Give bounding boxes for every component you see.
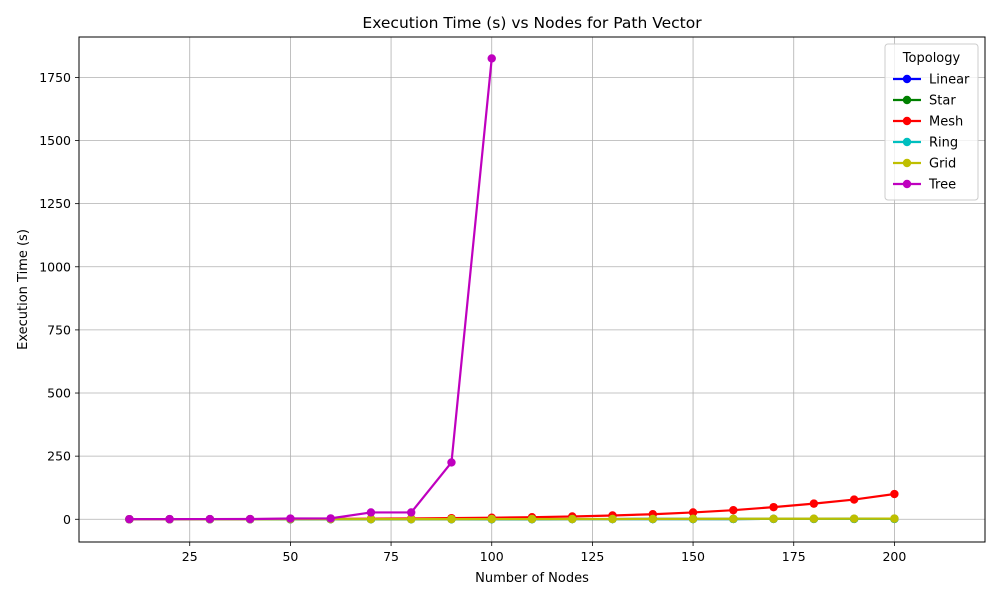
legend-item-linear: Linear [893,73,970,88]
x-tick-label: 25 [182,549,198,564]
data-point [326,514,335,523]
data-point [366,508,376,517]
axis-ticks: 25 50 75 100 125 150 175 200 0 250 500 750 1000 1250 1… [39,70,906,564]
data-point [527,514,537,524]
y-tick-label: 1500 [39,133,71,148]
series-lines [125,54,899,524]
x-tick-label: 50 [282,549,298,564]
legend-swatch-marker [902,116,912,126]
data-point [809,499,819,508]
data-point [809,514,819,523]
data-point [769,514,778,523]
legend-label: Grid [929,157,956,172]
data-point [729,514,738,524]
x-tick-label: 200 [882,549,906,564]
data-point [688,508,698,517]
legend-item-grid: Grid [893,157,956,172]
series-tree [125,54,496,524]
legend-item-tree: Tree [893,178,956,193]
legend-label: Mesh [929,115,963,130]
legend-label: Linear [929,73,970,88]
data-point [366,514,376,524]
data-point [688,514,698,524]
data-point [648,514,657,524]
legend-swatch-marker [902,74,912,84]
series-line [129,58,493,521]
legend-item-mesh: Mesh [893,115,963,130]
data-point [568,514,577,524]
y-tick-label: 250 [47,449,71,464]
x-axis-label: Number of Nodes [475,571,589,586]
legend-item-ring: Ring [893,136,958,151]
legend: Topology Linear Star Mesh Ring Grid Tree [884,43,979,201]
x-tick-label: 175 [782,549,806,564]
y-axis-label: Execution Time (s) [16,229,31,350]
y-tick-label: 500 [47,386,71,401]
y-tick-label: 1000 [39,259,71,274]
data-point [447,458,456,467]
legend-item-star: Star [893,94,956,109]
data-point [729,505,738,515]
data-point [849,514,859,523]
legend-label: Star [929,94,956,109]
legend-label: Tree [928,178,956,193]
x-tick-label: 75 [383,549,399,564]
data-point [849,495,859,504]
data-point [286,514,295,523]
legend-swatch-marker [902,137,912,147]
legend-title: Topology [902,51,961,66]
data-point [487,54,496,63]
grid [79,37,985,542]
x-tick-label: 150 [681,549,705,564]
legend-label: Ring [929,136,958,151]
y-tick-label: 0 [63,512,71,527]
data-point [487,514,496,524]
data-point [165,514,174,524]
data-point [769,502,778,512]
data-point [407,514,416,524]
legend-swatch-marker [902,179,912,189]
y-tick-label: 1750 [39,70,71,85]
legend-swatch-marker [902,95,912,105]
data-point [205,514,215,524]
x-tick-label: 125 [580,549,604,564]
plot-area-frame [78,36,986,543]
y-tick-label: 1250 [39,196,71,211]
data-point [890,514,899,523]
chart-title: Execution Time (s) vs Nodes for Path Vec… [362,14,702,32]
data-point [407,508,416,517]
data-point [608,514,617,524]
data-point [447,514,456,524]
data-point [245,514,255,524]
x-tick-label: 100 [480,549,504,564]
legend-swatch-marker [902,158,912,168]
data-point [890,489,899,499]
y-tick-label: 750 [47,322,71,337]
data-point [125,514,134,524]
